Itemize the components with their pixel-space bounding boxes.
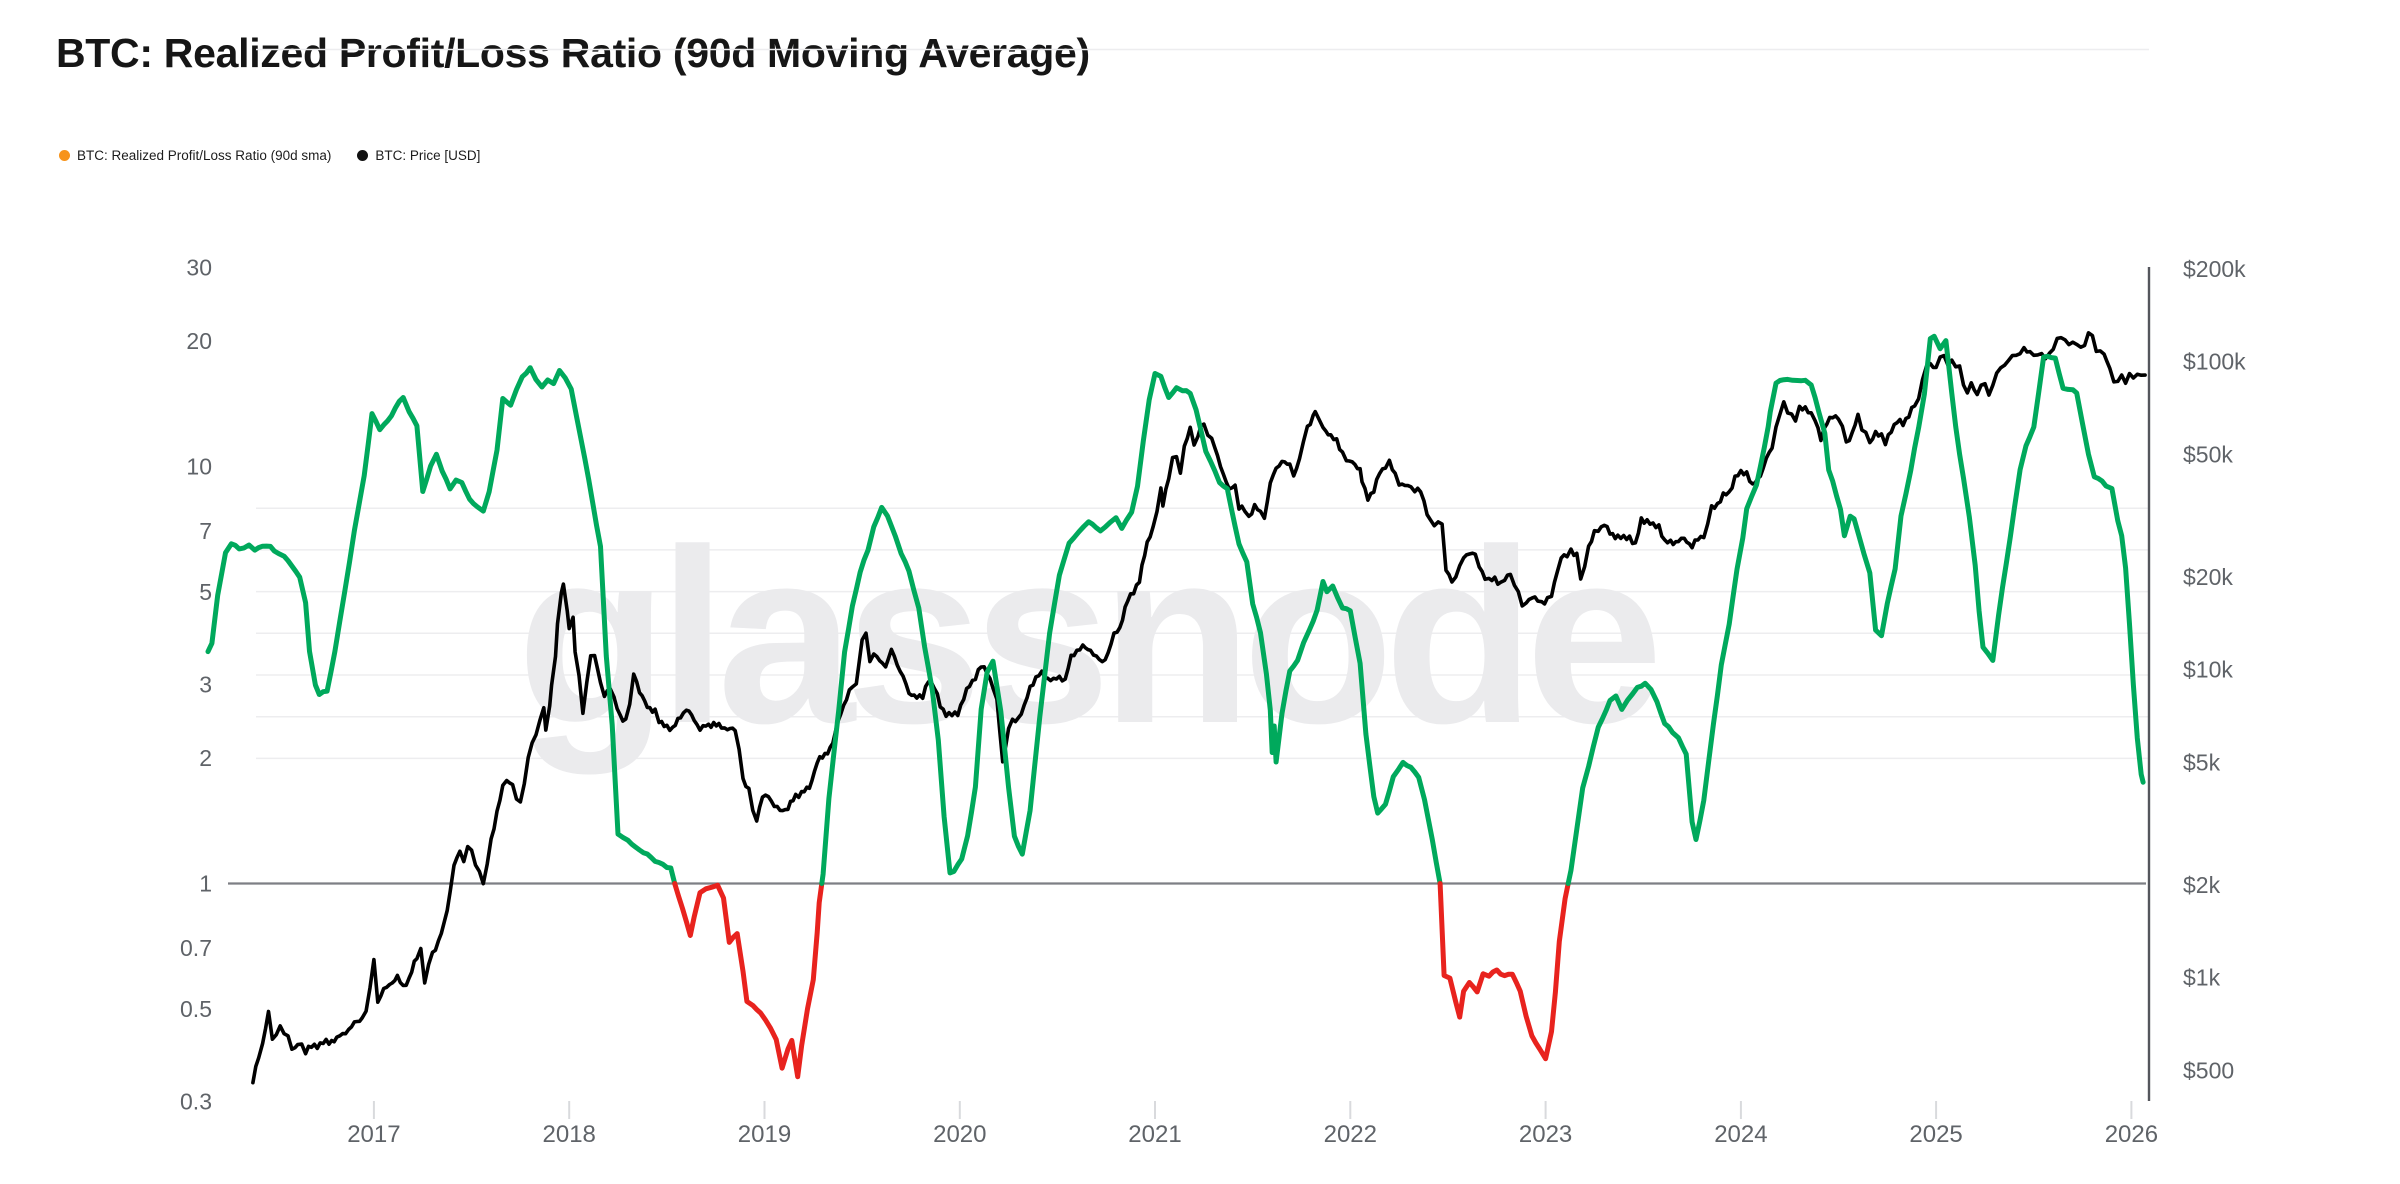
ratio-segment-loss bbox=[1437, 881, 1571, 1062]
svg-text:20: 20 bbox=[186, 328, 212, 354]
watermark-glassnode: glassnode bbox=[517, 497, 1656, 775]
svg-text:$500: $500 bbox=[2183, 1057, 2234, 1083]
svg-text:1: 1 bbox=[199, 871, 212, 897]
legend-marker-ratio-icon bbox=[59, 150, 70, 161]
svg-text:2026: 2026 bbox=[2105, 1121, 2158, 1148]
svg-text:0.7: 0.7 bbox=[180, 935, 212, 961]
svg-text:7: 7 bbox=[199, 518, 212, 544]
svg-text:$5k: $5k bbox=[2183, 749, 2221, 775]
svg-text:2025: 2025 bbox=[1909, 1121, 1962, 1148]
svg-text:0.3: 0.3 bbox=[180, 1089, 212, 1115]
svg-text:$2k: $2k bbox=[2183, 872, 2221, 898]
ratio-segment-profit bbox=[1565, 333, 2146, 886]
svg-text:10: 10 bbox=[186, 454, 212, 480]
svg-text:$100k: $100k bbox=[2183, 349, 2246, 375]
svg-text:30: 30 bbox=[186, 255, 212, 281]
svg-text:2: 2 bbox=[199, 745, 212, 771]
svg-text:$1k: $1k bbox=[2183, 965, 2221, 991]
y-left-tick-labels: 30 20 10 7 5 3 2 1 0.7 0.5 0.3 bbox=[180, 255, 212, 1115]
y-right-tick-labels: $200k $100k $50k $20k $10k $5k $2k $1k $500 bbox=[2183, 256, 2246, 1083]
gridlines bbox=[256, 48, 2149, 760]
price-series-line bbox=[251, 331, 2147, 1085]
svg-text:$200k: $200k bbox=[2183, 256, 2246, 282]
ratio-segment-profit bbox=[205, 365, 678, 886]
x-axis-ticks: 2017 2018 2019 2020 2021 2022 2023 2024 2025 2026 bbox=[347, 1101, 2158, 1148]
legend-item-ratio[interactable]: BTC: Realized Profit/Loss Ratio (90d sma… bbox=[59, 148, 331, 163]
svg-text:2023: 2023 bbox=[1519, 1121, 1572, 1148]
ratio-series-line bbox=[205, 333, 2146, 1080]
svg-text:0.5: 0.5 bbox=[180, 996, 212, 1022]
series-layer bbox=[205, 331, 2147, 1085]
svg-text:2021: 2021 bbox=[1128, 1121, 1181, 1148]
svg-text:3: 3 bbox=[199, 672, 212, 698]
svg-text:2022: 2022 bbox=[1324, 1121, 1377, 1148]
svg-text:2024: 2024 bbox=[1714, 1121, 1767, 1148]
legend: BTC: Realized Profit/Loss Ratio (90d sma… bbox=[59, 148, 480, 163]
svg-text:2020: 2020 bbox=[933, 1121, 986, 1148]
svg-text:2017: 2017 bbox=[347, 1121, 400, 1148]
legend-label-price: BTC: Price [USD] bbox=[375, 148, 481, 163]
legend-marker-price-icon bbox=[357, 150, 369, 161]
svg-text:$20k: $20k bbox=[2183, 564, 2233, 590]
legend-label-ratio: BTC: Realized Profit/Loss Ratio (90d sma… bbox=[77, 148, 332, 163]
chart-title: BTC: Realized Profit/Loss Ratio (90d Mov… bbox=[56, 30, 1090, 76]
svg-text:$10k: $10k bbox=[2183, 657, 2233, 683]
ratio-segment-loss bbox=[672, 881, 825, 1080]
svg-text:5: 5 bbox=[199, 579, 212, 605]
ratio-segment-profit bbox=[819, 371, 1443, 886]
legend-item-price[interactable]: BTC: Price [USD] bbox=[357, 148, 480, 163]
svg-text:2018: 2018 bbox=[543, 1121, 596, 1148]
svg-text:2019: 2019 bbox=[738, 1121, 791, 1148]
svg-text:$50k: $50k bbox=[2183, 441, 2233, 467]
